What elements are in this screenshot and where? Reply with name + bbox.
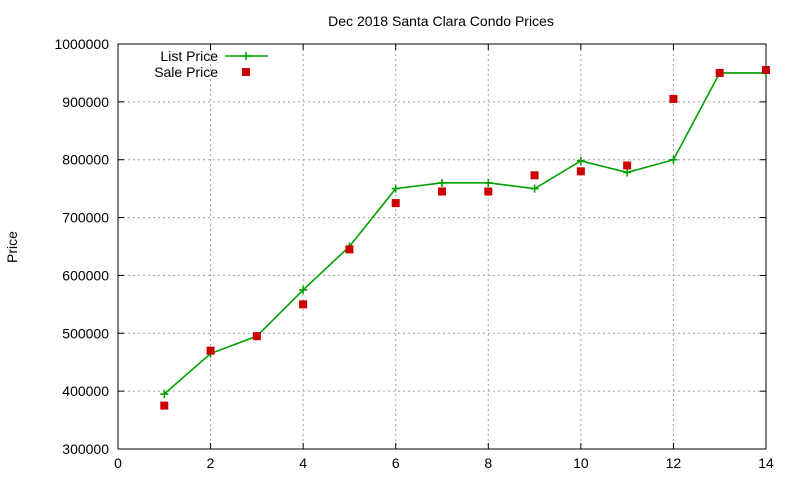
series-list-price — [160, 68, 770, 399]
data-point-sale-price — [345, 245, 354, 254]
legend-label: Sale Price — [154, 64, 218, 80]
data-point-list-price — [299, 285, 308, 294]
x-tick-label: 12 — [666, 455, 682, 471]
x-tick-label: 6 — [392, 455, 400, 471]
data-point-list-price — [391, 184, 400, 193]
grid — [118, 44, 766, 449]
x-tick-label: 10 — [573, 455, 589, 471]
y-tick-label: 300000 — [62, 441, 109, 457]
x-tick-label: 4 — [299, 455, 307, 471]
x-tick-label: 0 — [114, 455, 122, 471]
data-point-sale-price — [715, 68, 724, 77]
chart-title: Dec 2018 Santa Clara Condo Prices — [328, 13, 554, 29]
data-point-sale-price — [669, 94, 678, 103]
axis-ticks: 0 2 4 6 8 10 12 14 300000 400000 500000 600000 70000… — [54, 36, 774, 471]
legend-swatch-marker — [242, 52, 250, 60]
data-point-sale-price — [438, 187, 446, 196]
plot-frame — [117, 43, 767, 450]
data-point-sale-price — [391, 199, 400, 208]
data-point-list-price — [438, 178, 446, 187]
y-tick-label: 400000 — [62, 383, 109, 399]
data-point-sale-price — [530, 171, 539, 180]
x-tick-label: 14 — [758, 455, 774, 471]
data-point-sale-price — [623, 161, 632, 170]
data-point-sale-price — [299, 300, 308, 309]
series-group — [160, 66, 770, 410]
x-tick-label: 2 — [207, 455, 215, 471]
legend-swatch-marker — [242, 68, 250, 76]
series-sale-price — [160, 66, 770, 410]
legend-item-list-price: List Price — [160, 48, 268, 64]
data-point-sale-price — [762, 66, 770, 75]
data-point-list-price — [530, 184, 539, 193]
y-tick-label: 600000 — [62, 267, 109, 283]
data-point-sale-price — [484, 187, 493, 196]
series-line-list-price — [163, 72, 766, 395]
x-tick-label: 8 — [484, 455, 492, 471]
y-axis-label: Price — [4, 231, 20, 263]
data-point-sale-price — [160, 401, 169, 410]
data-point-sale-price — [252, 332, 261, 341]
y-tick-label: 1000000 — [54, 36, 109, 52]
data-point-list-price — [484, 178, 493, 187]
y-tick-label: 700000 — [62, 210, 109, 226]
legend-label: List Price — [160, 48, 218, 64]
data-point-sale-price — [576, 167, 585, 176]
data-point-list-price — [623, 168, 632, 177]
y-tick-label: 900000 — [62, 94, 109, 110]
y-tick-label: 500000 — [62, 325, 109, 341]
data-point-list-price — [669, 155, 678, 164]
y-tick-label: 800000 — [62, 152, 109, 168]
data-point-sale-price — [206, 346, 215, 355]
data-point-list-price — [576, 156, 585, 165]
legend-item-sale-price: Sale Price — [154, 64, 250, 80]
data-point-list-price — [160, 390, 169, 399]
